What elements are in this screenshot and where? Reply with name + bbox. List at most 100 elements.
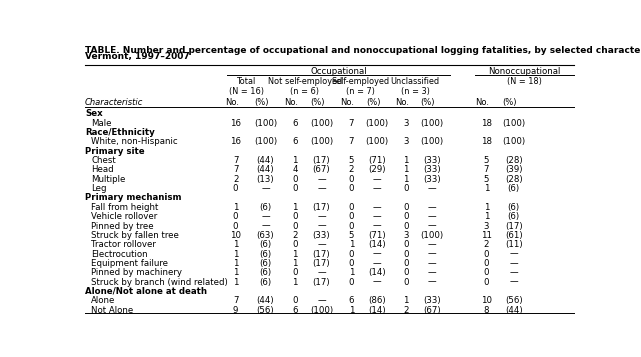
Text: Multiple: Multiple [91, 175, 126, 184]
Text: (61): (61) [505, 231, 522, 240]
Text: 0: 0 [484, 250, 489, 258]
Text: (100): (100) [310, 137, 333, 146]
Text: 1: 1 [233, 203, 238, 212]
Text: —: — [428, 278, 436, 287]
Text: (N = 18): (N = 18) [507, 77, 542, 86]
Text: 0: 0 [403, 268, 409, 277]
Text: No.: No. [476, 98, 490, 107]
Text: 0: 0 [349, 250, 354, 258]
Text: 3: 3 [403, 137, 409, 146]
Text: No.: No. [395, 98, 409, 107]
Text: Chest: Chest [91, 156, 116, 165]
Text: (56): (56) [505, 296, 522, 305]
Text: —: — [317, 184, 326, 193]
Text: 1: 1 [233, 278, 238, 287]
Text: —: — [373, 203, 381, 212]
Text: 7: 7 [349, 137, 354, 146]
Text: (%): (%) [366, 98, 381, 107]
Text: 7: 7 [484, 165, 489, 175]
Text: 2: 2 [403, 306, 409, 315]
Text: (100): (100) [254, 137, 277, 146]
Text: Total
(N = 16): Total (N = 16) [229, 77, 264, 96]
Text: 0: 0 [349, 222, 354, 231]
Text: —: — [428, 222, 436, 231]
Text: 0: 0 [292, 184, 298, 193]
Text: 7: 7 [233, 165, 238, 175]
Text: (100): (100) [310, 119, 333, 128]
Text: (17): (17) [313, 278, 330, 287]
Text: 6: 6 [292, 119, 298, 128]
Text: Self-employed
(n = 7): Self-employed (n = 7) [331, 77, 389, 96]
Text: 2: 2 [349, 165, 354, 175]
Text: 0: 0 [292, 240, 298, 249]
Text: —: — [373, 250, 381, 258]
Text: —: — [428, 250, 436, 258]
Text: Equipment failure: Equipment failure [91, 259, 168, 268]
Text: (%): (%) [254, 98, 269, 107]
Text: —: — [510, 259, 518, 268]
Text: Male: Male [91, 119, 112, 128]
Text: (28): (28) [505, 175, 522, 184]
Text: (33): (33) [423, 296, 440, 305]
Text: 7: 7 [233, 156, 238, 165]
Text: 0: 0 [349, 203, 354, 212]
Text: 1: 1 [349, 306, 354, 315]
Text: 10: 10 [481, 296, 492, 305]
Text: (100): (100) [503, 119, 526, 128]
Text: (63): (63) [256, 231, 274, 240]
Text: 0: 0 [233, 184, 238, 193]
Text: 1: 1 [484, 203, 489, 212]
Text: (14): (14) [369, 240, 386, 249]
Text: (13): (13) [256, 175, 274, 184]
Text: 0: 0 [233, 222, 238, 231]
Text: 1: 1 [292, 156, 298, 165]
Text: 1: 1 [349, 268, 354, 277]
Text: 1: 1 [484, 184, 489, 193]
Text: 3: 3 [484, 222, 489, 231]
Text: 0: 0 [403, 278, 409, 287]
Text: (100): (100) [420, 231, 444, 240]
Text: (17): (17) [313, 156, 330, 165]
Text: 5: 5 [349, 156, 354, 165]
Text: No.: No. [224, 98, 238, 107]
Text: 3: 3 [403, 231, 409, 240]
Text: 0: 0 [349, 278, 354, 287]
Text: 1: 1 [349, 240, 354, 249]
Text: 6: 6 [292, 137, 298, 146]
Text: White, non-Hispanic: White, non-Hispanic [91, 137, 178, 146]
Text: (100): (100) [254, 119, 277, 128]
Text: (33): (33) [423, 175, 440, 184]
Text: (11): (11) [505, 240, 522, 249]
Text: (29): (29) [369, 165, 386, 175]
Text: (6): (6) [260, 259, 272, 268]
Text: —: — [317, 268, 326, 277]
Text: 18: 18 [481, 137, 492, 146]
Text: (33): (33) [423, 165, 440, 175]
Text: (6): (6) [260, 278, 272, 287]
Text: 0: 0 [292, 296, 298, 305]
Text: (44): (44) [256, 165, 274, 175]
Text: —: — [428, 259, 436, 268]
Text: Alone: Alone [91, 296, 115, 305]
Text: 1: 1 [233, 268, 238, 277]
Text: 0: 0 [292, 222, 298, 231]
Text: (33): (33) [313, 231, 330, 240]
Text: Sex: Sex [85, 109, 103, 119]
Text: 1: 1 [292, 259, 298, 268]
Text: (67): (67) [423, 306, 440, 315]
Text: 9: 9 [233, 306, 238, 315]
Text: 2: 2 [233, 175, 238, 184]
Text: 0: 0 [484, 278, 489, 287]
Text: (44): (44) [256, 156, 274, 165]
Text: 0: 0 [349, 175, 354, 184]
Text: (100): (100) [420, 119, 444, 128]
Text: 1: 1 [403, 165, 409, 175]
Text: 0: 0 [292, 212, 298, 221]
Text: 5: 5 [349, 231, 354, 240]
Text: —: — [373, 184, 381, 193]
Text: —: — [261, 222, 270, 231]
Text: Primary mechanism: Primary mechanism [85, 193, 181, 202]
Text: —: — [428, 184, 436, 193]
Text: Unclassified
(n = 3): Unclassified (n = 3) [390, 77, 440, 96]
Text: 0: 0 [403, 250, 409, 258]
